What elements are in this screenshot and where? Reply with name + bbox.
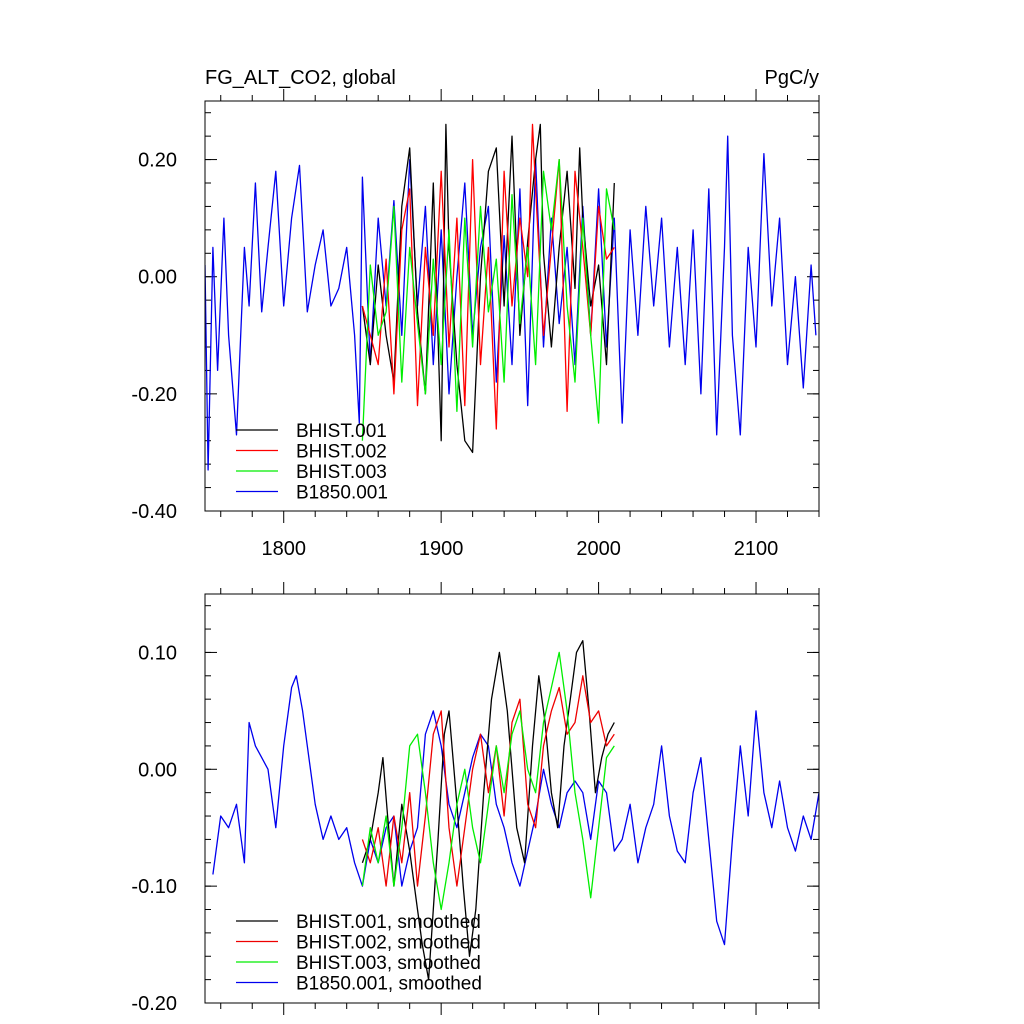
series-line-bhist-001 — [361, 123, 615, 454]
legend-label: BHIST.002 — [296, 442, 387, 463]
y-tick-label: -0.40 — [131, 501, 177, 523]
bottom-series-lines — [212, 640, 819, 981]
series-line-bhist-003 — [361, 158, 615, 441]
top-chart-title: FG_ALT_CO2, global — [205, 67, 396, 89]
top-panel: FG_ALT_CO2, global PgC/y -0.40 -0.20 0.00 0… — [131, 67, 820, 560]
series-line-b1850-001-smoothed — [212, 675, 819, 946]
x-tick-label: 2000 — [576, 538, 621, 560]
top-plot-frame — [204, 100, 820, 512]
y-tick-label: 0.00 — [138, 759, 177, 781]
y-tick-label: -0.10 — [131, 876, 177, 898]
legend-label: BHIST.001 — [296, 421, 387, 442]
y-tick-label: 0.00 — [138, 267, 177, 289]
series-line-bhist-002-smoothed — [361, 675, 615, 887]
legend-label: BHIST.001, smoothed — [296, 912, 481, 933]
top-x-tick-labels: 1800 1900 2000 2100 — [261, 538, 778, 560]
top-chart-units: PgC/y — [765, 67, 819, 89]
y-tick-label: 0.20 — [138, 150, 177, 172]
y-tick-label: -0.20 — [131, 384, 177, 406]
bottom-plot-frame — [204, 593, 820, 1004]
bottom-axis-ticks — [205, 582, 820, 1015]
legend-label: B1850.001 — [296, 483, 388, 504]
series-line-b1850-001 — [205, 135, 817, 471]
legend-label: BHIST.002, smoothed — [296, 933, 481, 954]
y-tick-label: -0.20 — [131, 993, 177, 1015]
series-line-bhist-001-smoothed — [361, 640, 615, 981]
bottom-panel: -0.20-0.100.000.10 BHIST.001, smoothedBH… — [131, 582, 820, 1015]
x-tick-label: 2100 — [734, 538, 779, 560]
top-series-lines — [205, 123, 817, 471]
series-line-bhist-002 — [361, 123, 615, 430]
top-y-tick-labels: -0.40 -0.20 0.00 0.20 — [131, 150, 177, 523]
series-line-bhist-003-smoothed — [361, 651, 615, 911]
x-tick-label: 1900 — [419, 538, 464, 560]
legend-label: BHIST.003, smoothed — [296, 953, 481, 974]
legend-label: B1850.001, smoothed — [296, 974, 482, 995]
x-tick-label: 1800 — [261, 538, 306, 560]
y-tick-label: 0.10 — [138, 642, 177, 664]
bottom-y-tick-labels: -0.20 -0.10 0.00 0.10 — [131, 642, 177, 1015]
legend-label: BHIST.003 — [296, 462, 387, 483]
